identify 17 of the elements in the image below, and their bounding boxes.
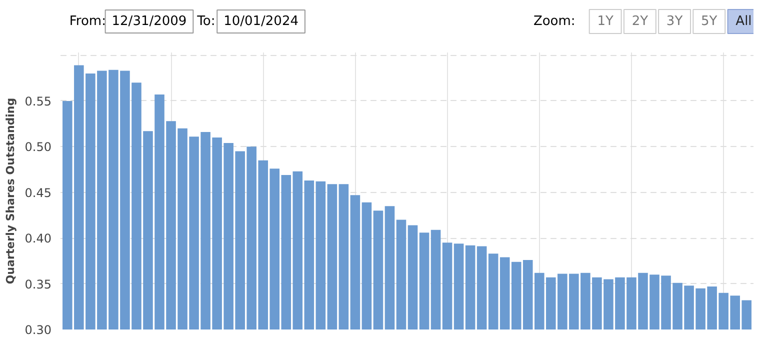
text: 5Y bbox=[701, 14, 718, 29]
text: All bbox=[736, 14, 752, 29]
y-tick-label: 0.30 bbox=[24, 323, 52, 337]
y-tick-label: 0.45 bbox=[24, 186, 52, 200]
y-tick-label: 0.35 bbox=[24, 277, 52, 292]
text: 1Y bbox=[597, 14, 614, 29]
text: Zoom: bbox=[533, 14, 576, 29]
text: From: bbox=[69, 14, 106, 29]
y-tick-label: 0.50 bbox=[24, 140, 52, 154]
y-axis-title: Quarterly Shares Outstanding bbox=[4, 98, 17, 284]
y-tick-label: 0.40 bbox=[24, 232, 52, 246]
text: 2Y bbox=[632, 14, 648, 29]
text: 12/31/2009 bbox=[112, 14, 187, 29]
y-tick-label: 0.55 bbox=[24, 94, 52, 108]
text: 3Y bbox=[666, 14, 683, 29]
text: 10/01/2024 bbox=[224, 14, 299, 29]
text: To: bbox=[196, 14, 216, 29]
